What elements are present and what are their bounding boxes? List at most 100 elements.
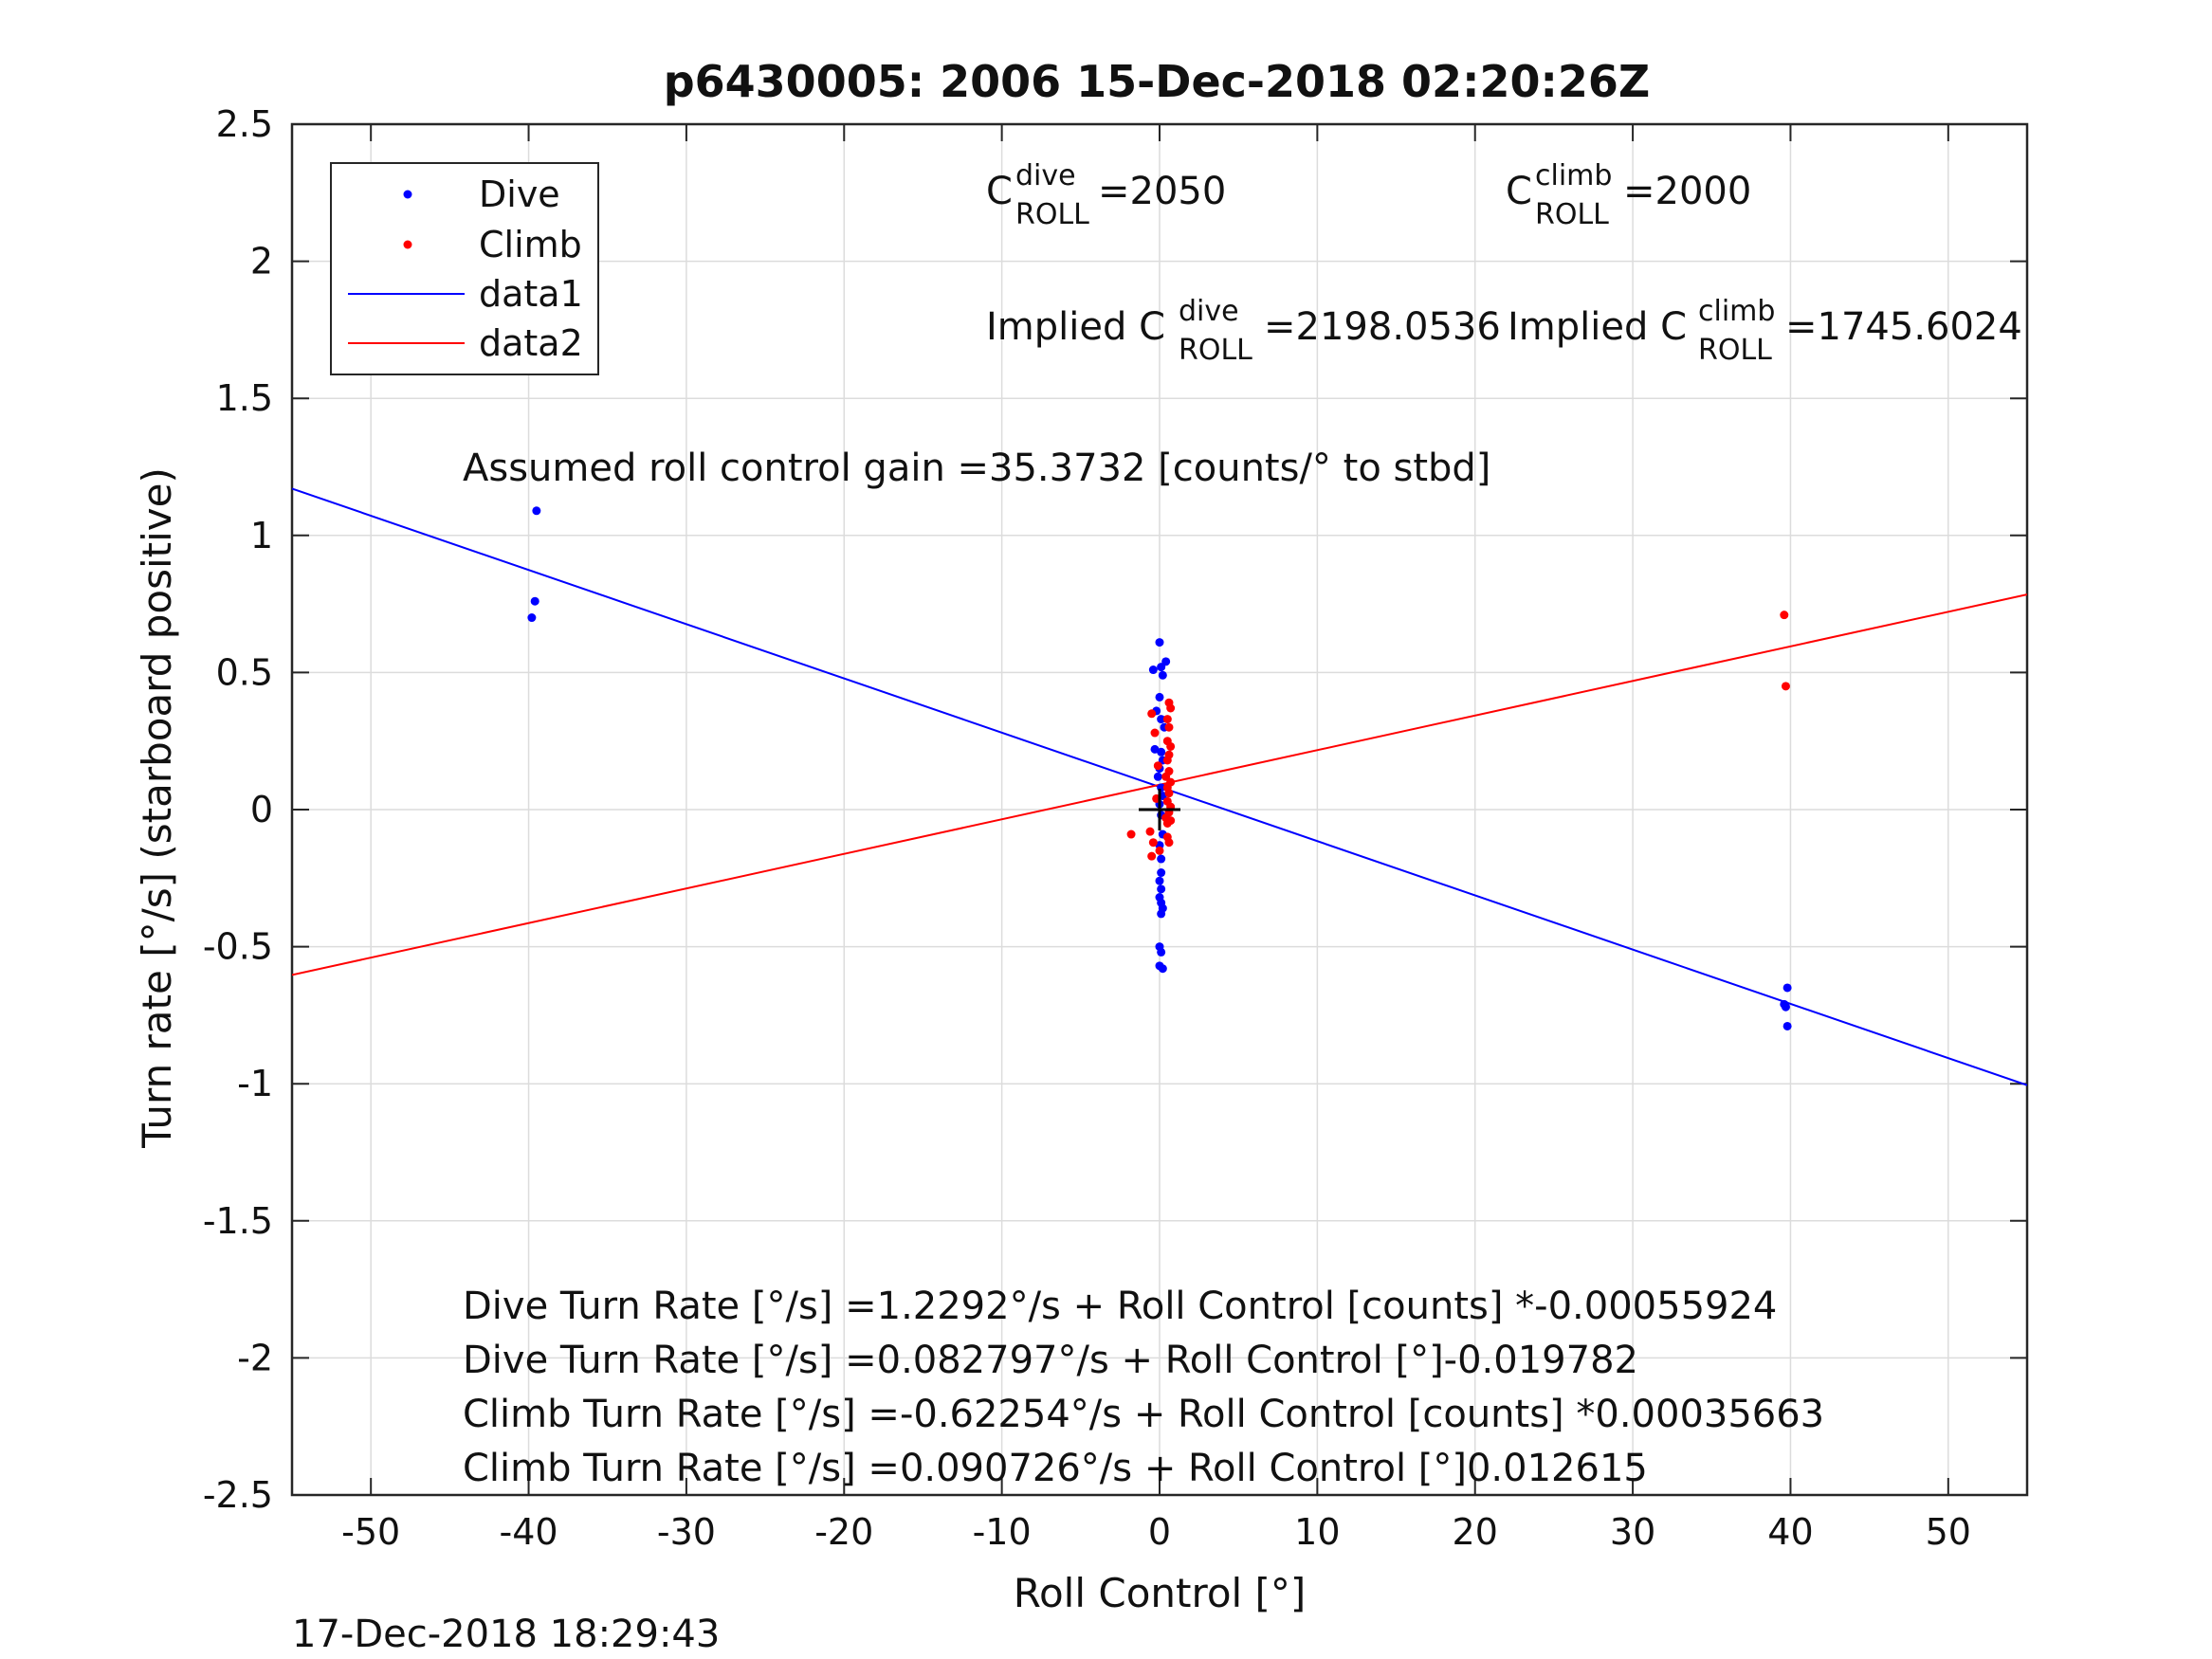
y-tick-label: 2 xyxy=(250,241,273,283)
roll-gain-annotation: Assumed roll control gain =35.3732 [coun… xyxy=(463,447,1490,490)
point-dive xyxy=(1155,876,1164,885)
implied-c-roll-dive-annotation: Implied C dive ROLL =2198.0536 xyxy=(986,295,1501,367)
svg-text:ROLL: ROLL xyxy=(1015,198,1089,231)
point-climb xyxy=(1147,851,1157,861)
point-dive xyxy=(1157,715,1166,724)
x-tick-label: 50 xyxy=(1926,1511,1971,1553)
point-dive xyxy=(1158,964,1167,974)
x-tick-label: -50 xyxy=(341,1511,400,1553)
x-tick-label: 0 xyxy=(1148,1511,1171,1553)
x-tick-label: -30 xyxy=(657,1511,716,1553)
c-roll-dive-annotation: C dive ROLL =2050 xyxy=(986,159,1226,231)
x-tick-label: -10 xyxy=(973,1511,1032,1553)
point-dive xyxy=(1157,747,1166,757)
svg-text:climb: climb xyxy=(1698,295,1775,328)
x-tick-label: -40 xyxy=(500,1511,558,1553)
x-tick-label: 20 xyxy=(1453,1511,1498,1553)
svg-text:dive: dive xyxy=(1179,295,1239,328)
chart-title: p6430005: 2006 15-Dec-2018 02:20:26Z xyxy=(664,56,1651,107)
legend-swatch-climb xyxy=(403,240,412,249)
point-climb xyxy=(1781,682,1790,691)
point-climb xyxy=(1166,741,1176,751)
y-axis-label: Turn rate [°/s] (starboard positive) xyxy=(134,467,180,1149)
y-tick-label: -2 xyxy=(237,1337,273,1378)
point-dive xyxy=(1157,884,1166,894)
point-climb xyxy=(1145,827,1155,836)
x-tick-label: 40 xyxy=(1767,1511,1813,1553)
origin-marker xyxy=(1139,789,1180,830)
y-tick-label: 0 xyxy=(250,789,273,830)
tick-labels: -50 -40 -30 -20 -10 0 10 20 30 40 50-2.5-2-1.5-1-0… xyxy=(203,103,1971,1553)
svg-text:climb: climb xyxy=(1535,159,1612,192)
point-climb xyxy=(1155,846,1164,855)
point-dive xyxy=(1153,772,1162,781)
y-tick-label: -1.5 xyxy=(203,1200,273,1242)
point-dive xyxy=(1782,983,1792,993)
point-dive xyxy=(1157,909,1166,919)
point-dive xyxy=(1157,947,1166,957)
point-dive xyxy=(1157,854,1166,864)
svg-text:=1745.6024: =1745.6024 xyxy=(1785,305,2022,349)
point-dive xyxy=(1161,657,1171,666)
point-climb xyxy=(1166,703,1176,713)
c-roll-climb-annotation: C climb ROLL =2000 xyxy=(1506,159,1751,231)
x-axis-label: Roll Control [°] xyxy=(1014,1570,1307,1616)
x-tick-label: -20 xyxy=(814,1511,873,1553)
svg-text:=2198.0536: =2198.0536 xyxy=(1264,305,1501,349)
axis-ticks xyxy=(292,123,2027,1496)
point-climb xyxy=(1166,816,1176,826)
legend: Dive Climb data1 data2 xyxy=(330,162,599,375)
y-tick-label: -0.5 xyxy=(203,926,273,968)
point-climb xyxy=(1164,722,1174,732)
climb-equation-degrees: Climb Turn Rate [°/s] =0.090726°/s + Rol… xyxy=(463,1447,1648,1490)
y-tick-label: 1.5 xyxy=(216,377,273,419)
point-dive xyxy=(1155,692,1164,702)
legend-swatch-dive xyxy=(403,190,412,199)
svg-text:Implied C: Implied C xyxy=(986,305,1165,349)
svg-text:=2000: =2000 xyxy=(1623,170,1751,213)
point-climb xyxy=(1147,709,1157,719)
y-tick-label: -1 xyxy=(237,1063,273,1104)
point-dive xyxy=(1782,1021,1792,1030)
svg-text:dive: dive xyxy=(1015,159,1076,192)
point-dive xyxy=(527,613,537,623)
x-tick-label: 30 xyxy=(1610,1511,1655,1553)
svg-text:ROLL: ROLL xyxy=(1698,334,1772,367)
point-dive xyxy=(1158,670,1167,680)
point-dive xyxy=(532,506,541,516)
point-dive xyxy=(1155,638,1164,647)
dive-equation-degrees: Dive Turn Rate [°/s] =0.082797°/s + Roll… xyxy=(463,1339,1638,1382)
svg-text:C: C xyxy=(1506,170,1532,213)
dive-equation-counts: Dive Turn Rate [°/s] =1.2292°/s + Roll C… xyxy=(463,1285,1777,1328)
y-tick-label: 0.5 xyxy=(216,651,273,693)
data-points xyxy=(527,506,1792,1030)
point-climb xyxy=(1126,830,1136,839)
implied-c-roll-climb-annotation: Implied C climb ROLL =1745.6024 xyxy=(1508,295,2022,367)
y-tick-label: -2.5 xyxy=(203,1474,273,1516)
print-timestamp: 17-Dec-2018 18:29:43 xyxy=(292,1613,720,1656)
y-tick-label: 2.5 xyxy=(216,103,273,145)
point-climb xyxy=(1164,789,1174,798)
point-dive xyxy=(1148,665,1158,675)
legend-label-climb: Climb xyxy=(479,224,582,265)
svg-text:=2050: =2050 xyxy=(1098,170,1226,213)
point-dive xyxy=(1157,868,1166,878)
point-climb xyxy=(1148,838,1158,848)
x-tick-label: 10 xyxy=(1294,1511,1340,1553)
point-climb xyxy=(1162,756,1172,765)
point-climb xyxy=(1153,761,1162,771)
point-dive xyxy=(530,596,539,606)
y-tick-label: 1 xyxy=(250,515,273,556)
legend-label-dive: Dive xyxy=(479,173,560,215)
legend-box xyxy=(330,162,599,375)
point-dive xyxy=(1781,1002,1790,1012)
point-climb xyxy=(1164,838,1174,848)
legend-label-data2: data2 xyxy=(479,322,583,364)
climb-equation-counts: Climb Turn Rate [°/s] =-0.62254°/s + Rol… xyxy=(463,1393,1824,1436)
svg-text:C: C xyxy=(986,170,1013,213)
svg-text:ROLL: ROLL xyxy=(1535,198,1609,231)
point-climb xyxy=(1150,728,1160,738)
point-climb xyxy=(1162,715,1172,724)
svg-text:Implied C: Implied C xyxy=(1508,305,1687,349)
